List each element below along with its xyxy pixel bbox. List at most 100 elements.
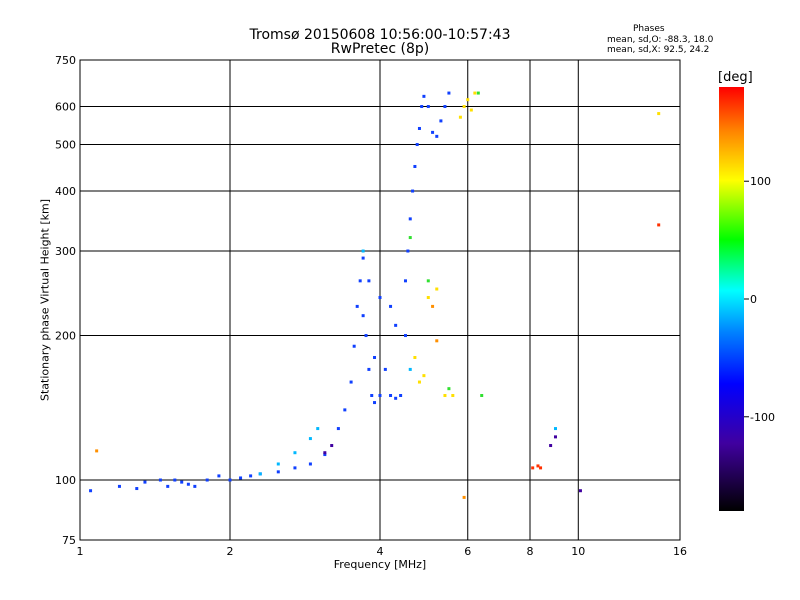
data-point bbox=[293, 466, 297, 470]
y-tick-label: 300 bbox=[55, 245, 76, 258]
data-point bbox=[403, 279, 407, 283]
data-point bbox=[422, 94, 426, 98]
data-point bbox=[553, 435, 557, 439]
data-point bbox=[249, 474, 253, 478]
data-point bbox=[361, 256, 365, 260]
colorbar-tick-label: 0 bbox=[750, 293, 757, 306]
x-tick-label: 10 bbox=[571, 545, 585, 558]
colorbar-tick-label: 100 bbox=[750, 175, 771, 188]
data-point bbox=[330, 444, 334, 448]
data-point bbox=[293, 451, 297, 455]
data-point bbox=[323, 453, 327, 457]
data-point bbox=[308, 437, 312, 441]
data-point bbox=[408, 367, 412, 371]
phases-o-stats: mean, sd,O: -88.3, 18.0 bbox=[607, 35, 714, 45]
data-point bbox=[276, 470, 280, 474]
data-point bbox=[180, 480, 184, 484]
y-tick-label: 750 bbox=[55, 54, 76, 67]
data-point bbox=[447, 91, 451, 95]
data-point bbox=[443, 105, 447, 109]
data-point bbox=[539, 466, 543, 470]
phases-title: Phases bbox=[633, 24, 665, 34]
data-point bbox=[193, 484, 197, 488]
data-point bbox=[358, 279, 362, 283]
data-point bbox=[413, 164, 417, 168]
data-point bbox=[352, 344, 356, 348]
x-tick-label: 1 bbox=[77, 545, 84, 558]
data-point bbox=[389, 394, 393, 398]
colorbar-tick-label: -100 bbox=[750, 411, 775, 424]
y-tick-label: 400 bbox=[55, 185, 76, 198]
data-point bbox=[205, 478, 209, 482]
data-point bbox=[422, 374, 426, 378]
data-point bbox=[308, 462, 312, 466]
data-point bbox=[531, 466, 535, 470]
data-point bbox=[469, 108, 473, 112]
data-point bbox=[458, 115, 462, 119]
y-tick-label: 200 bbox=[55, 330, 76, 343]
y-tick-label: 600 bbox=[55, 101, 76, 114]
data-point bbox=[117, 484, 121, 488]
data-point bbox=[378, 296, 382, 300]
data-point bbox=[426, 105, 430, 109]
chart-title: Tromsø 20150608 10:56:00-10:57:43 bbox=[249, 27, 511, 43]
y-tick-label: 500 bbox=[55, 139, 76, 152]
data-point bbox=[435, 287, 439, 291]
data-point bbox=[443, 394, 447, 398]
data-point bbox=[408, 217, 412, 221]
data-point bbox=[89, 489, 93, 493]
data-point bbox=[426, 296, 430, 300]
data-point bbox=[135, 487, 139, 491]
data-point bbox=[355, 304, 359, 308]
data-point bbox=[476, 91, 480, 95]
data-point bbox=[549, 444, 553, 448]
data-point bbox=[394, 323, 398, 327]
data-point bbox=[480, 394, 484, 398]
data-point bbox=[166, 484, 170, 488]
x-tick-label: 8 bbox=[527, 545, 534, 558]
data-point bbox=[399, 394, 403, 398]
data-point bbox=[435, 339, 439, 343]
data-point bbox=[343, 408, 347, 412]
data-point bbox=[406, 249, 410, 253]
data-point bbox=[447, 387, 451, 391]
colorbar bbox=[719, 87, 744, 511]
data-point bbox=[408, 236, 412, 240]
data-point bbox=[239, 476, 243, 480]
data-point bbox=[336, 427, 340, 431]
data-point bbox=[228, 478, 232, 482]
data-point bbox=[158, 478, 162, 482]
data-point bbox=[536, 464, 540, 468]
chart-subtitle: RwPretec (8p) bbox=[330, 41, 430, 57]
data-point bbox=[323, 451, 327, 455]
data-point bbox=[394, 396, 398, 400]
data-point bbox=[657, 112, 661, 116]
data-point bbox=[431, 130, 435, 134]
data-point bbox=[578, 489, 582, 493]
data-point bbox=[413, 355, 417, 359]
data-point bbox=[451, 394, 455, 398]
data-point bbox=[258, 472, 262, 476]
data-point bbox=[415, 143, 419, 147]
data-point bbox=[439, 119, 443, 123]
phases-x-stats: mean, sd,X: 92.5, 24.2 bbox=[607, 45, 710, 55]
data-point bbox=[417, 126, 421, 130]
data-point bbox=[370, 394, 374, 398]
data-point bbox=[462, 105, 466, 109]
data-point bbox=[462, 495, 466, 499]
data-point bbox=[361, 314, 365, 318]
data-point bbox=[417, 380, 421, 384]
data-point bbox=[657, 223, 661, 227]
data-point bbox=[473, 91, 477, 95]
data-point bbox=[383, 367, 387, 371]
x-tick-label: 4 bbox=[377, 545, 384, 558]
data-point bbox=[373, 355, 377, 359]
data-point bbox=[466, 98, 470, 102]
colorbar-unit-label: [deg] bbox=[718, 70, 753, 85]
data-point bbox=[367, 279, 371, 283]
data-point bbox=[364, 334, 368, 338]
data-point bbox=[276, 462, 280, 466]
data-point bbox=[420, 105, 424, 109]
data-point bbox=[95, 449, 99, 453]
data-point bbox=[349, 380, 353, 384]
